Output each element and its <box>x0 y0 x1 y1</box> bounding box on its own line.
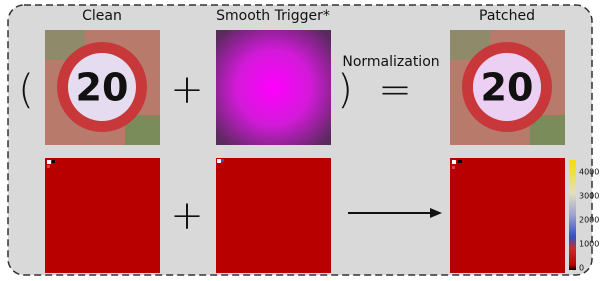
label: Smooth Trigger* <box>216 8 330 24</box>
heatmap <box>450 158 565 273</box>
heatmap <box>216 158 331 273</box>
operator: ( <box>18 67 34 113</box>
clean-image: 20 <box>45 30 160 145</box>
colorbar <box>569 160 576 270</box>
colorbar-tick-label: 0 <box>579 264 584 273</box>
operator: ) <box>337 67 353 113</box>
operator: + <box>170 193 204 239</box>
sign-text: 20 <box>76 66 129 110</box>
colorbar-tick-label: 2000 <box>579 216 599 225</box>
colorbar-tick-label: 3000 <box>579 192 599 201</box>
sign-text: 20 <box>481 66 534 110</box>
operator: + <box>170 67 204 113</box>
colorbar-tick-label: 4000 <box>579 168 599 177</box>
diagram: Clean Smooth Trigger* Patched Normalizat… <box>0 0 600 281</box>
label: Patched <box>479 8 535 24</box>
patched-image: 20 <box>450 30 565 145</box>
heatmap <box>45 158 160 273</box>
operator: = <box>378 67 412 113</box>
trigger-image <box>216 30 331 145</box>
colorbar-tick-label: 1000 <box>579 240 599 249</box>
label: Clean <box>82 8 122 24</box>
